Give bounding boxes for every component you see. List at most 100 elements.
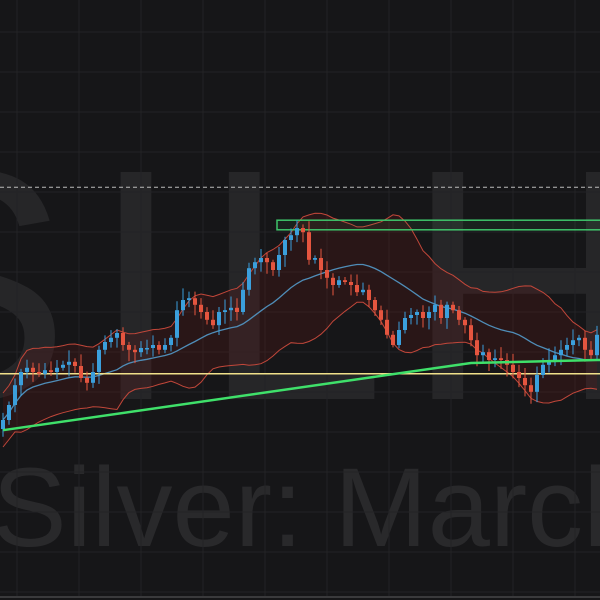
candle-body: [343, 280, 347, 282]
candle-body: [433, 304, 437, 312]
candle-body: [535, 375, 539, 392]
candle-body: [79, 366, 83, 378]
bollinger-lower-band: [2, 301, 598, 448]
candle-body: [1, 420, 5, 429]
candle-body: [541, 364, 545, 375]
candle-body: [331, 277, 335, 285]
candle-body: [325, 270, 329, 278]
candle-body: [85, 378, 89, 383]
candle-body: [553, 355, 557, 360]
candle-body: [7, 405, 11, 420]
candle-body: [193, 298, 197, 305]
candle-body: [295, 228, 299, 236]
candle-body: [103, 342, 107, 350]
candle-body: [37, 372, 41, 374]
resistance-zone: [276, 219, 600, 231]
candle-body: [421, 312, 425, 318]
candle-body: [127, 345, 131, 350]
candle-body: [307, 232, 311, 260]
candle-body: [115, 333, 119, 338]
candle-body: [487, 352, 491, 360]
candle-body: [199, 304, 203, 312]
candle-body: [391, 334, 395, 345]
candle-body: [451, 304, 455, 311]
candle-body: [55, 367, 59, 372]
candle-body: [589, 349, 593, 356]
candle-body: [247, 268, 251, 290]
candle-body: [211, 319, 215, 326]
candle-body: [121, 333, 125, 345]
watermark-symbol: SILH2: [0, 120, 600, 450]
candle-body: [241, 289, 245, 312]
time-axis-border: [0, 596, 600, 598]
candle-body: [253, 262, 257, 269]
candle-body: [397, 330, 401, 345]
candle-body: [361, 289, 365, 293]
candle-body: [277, 255, 281, 270]
candle-body: [187, 298, 191, 300]
candle-body: [145, 348, 149, 350]
candle-body: [355, 285, 359, 293]
candle-body: [109, 337, 113, 342]
candle-body: [367, 289, 371, 300]
candle-body: [415, 312, 419, 315]
candle-body: [25, 367, 29, 372]
bollinger-fill: [3, 213, 597, 447]
candle-body: [439, 304, 443, 318]
candle-body: [523, 378, 527, 386]
candle-body: [499, 358, 503, 360]
candle-body: [511, 364, 515, 372]
candle-body: [205, 312, 209, 320]
candle-body: [463, 319, 467, 326]
candle-body: [157, 345, 161, 350]
candle-body: [445, 304, 449, 318]
candle-body: [493, 358, 497, 360]
candle-body: [181, 300, 185, 311]
candle-body: [133, 349, 137, 353]
candle-body: [61, 364, 65, 368]
candle-body: [409, 315, 413, 318]
candle-body: [73, 361, 77, 366]
candle-body: [283, 240, 287, 255]
candle-body: [289, 235, 293, 240]
candle-body: [571, 340, 575, 345]
candle-body: [373, 300, 377, 311]
candle-body: [319, 258, 323, 270]
candle-body: [235, 307, 239, 312]
candle-body: [595, 334, 599, 356]
watermark-description: Silver: March: [0, 445, 600, 570]
candle-body: [175, 310, 179, 338]
long-moving-average-line: [2, 358, 600, 432]
candle-body: [313, 258, 317, 260]
candle-body: [139, 348, 143, 353]
candle-body: [19, 372, 23, 386]
candle-body: [223, 310, 227, 312]
candle-body: [49, 370, 53, 372]
candle-body: [517, 372, 521, 378]
candle-body: [301, 228, 305, 233]
candle-body: [169, 337, 173, 345]
candle-body: [91, 372, 95, 383]
candle-body: [427, 312, 431, 318]
candle-body: [379, 310, 383, 320]
candle-body: [259, 258, 263, 263]
candle-body: [481, 352, 485, 356]
candle-body: [31, 367, 35, 372]
candle-body: [217, 312, 221, 326]
candle-body: [475, 340, 479, 356]
candle-body: [13, 385, 17, 405]
candle-body: [457, 310, 461, 320]
candle-body: [43, 370, 47, 374]
candle-body: [229, 307, 233, 311]
candle-body: [163, 345, 167, 350]
candle-body: [67, 361, 71, 365]
candle-body: [577, 337, 581, 341]
candle-body: [559, 349, 563, 356]
candle-body: [547, 360, 551, 365]
candle-body: [271, 262, 275, 270]
candle-body: [403, 318, 407, 330]
candle-body: [265, 258, 269, 263]
candle-body: [529, 385, 533, 392]
